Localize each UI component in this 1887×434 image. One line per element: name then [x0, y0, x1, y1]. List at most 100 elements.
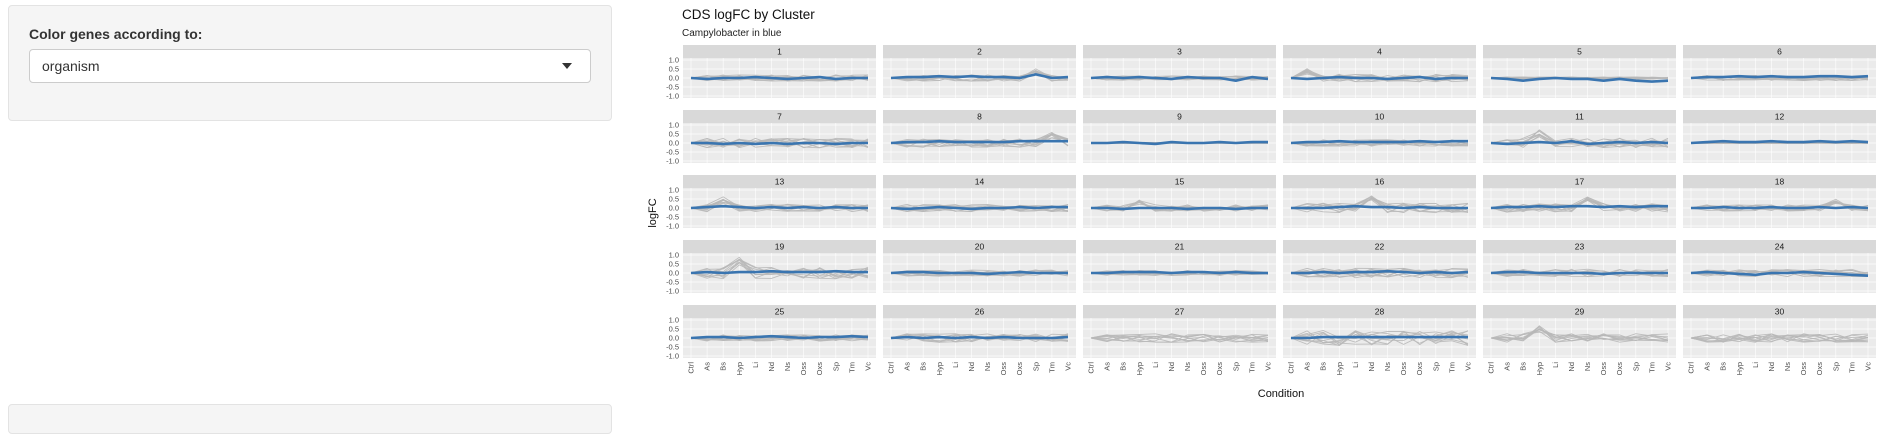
- facet-label: 26: [975, 307, 985, 317]
- x-tick-label: Hyp: [935, 362, 944, 375]
- facet-label: 27: [1175, 307, 1185, 317]
- y-tick-label: -0.5: [666, 83, 679, 92]
- facet-strip: [1083, 175, 1276, 188]
- campylobacter-line: [1091, 206, 1268, 211]
- x-tick-label: Ctrl: [1487, 362, 1496, 374]
- facet-label: 4: [1377, 47, 1382, 57]
- x-axis-label: Condition: [1258, 388, 1304, 400]
- grey-series-line: [890, 72, 1069, 82]
- x-tick-label: Nd: [1567, 362, 1576, 372]
- chart-subtitle: Campylobacter in blue: [682, 28, 782, 39]
- campylobacter-line: [1690, 139, 1869, 145]
- campylobacter-line: [690, 269, 868, 275]
- facet-strip: [883, 45, 1076, 58]
- chevron-down-icon[interactable]: [562, 63, 572, 69]
- x-tick-label: Bs: [1719, 362, 1728, 371]
- x-tick-label: Ns: [783, 362, 792, 371]
- color-genes-label: Color genes according to:: [29, 26, 203, 42]
- campylobacter-line: [1691, 205, 1869, 210]
- facet-label: 5: [1577, 47, 1582, 57]
- grey-series-line: [1290, 197, 1469, 213]
- x-tick-label: Li: [1751, 362, 1760, 368]
- grey-series-line: [1690, 333, 1869, 343]
- facet-strip: [683, 110, 876, 123]
- facet-label: 17: [1575, 177, 1585, 187]
- campylobacter-line: [1690, 74, 1869, 80]
- x-tick-label: Ns: [1783, 362, 1792, 371]
- grey-series-line: [1090, 333, 1269, 343]
- x-tick-label: Vc: [1864, 362, 1873, 371]
- x-tick-label: Sp: [1031, 362, 1040, 371]
- facet-strip: [1283, 240, 1476, 253]
- facet-strip: [1083, 305, 1276, 318]
- y-tick-label: -0.5: [666, 278, 679, 287]
- campylobacter-line: [890, 139, 1068, 145]
- x-tick-label: Oxs: [1415, 362, 1424, 376]
- y-tick-label: -1.0: [666, 222, 679, 231]
- x-tick-label: Tm: [1447, 362, 1456, 373]
- y-tick-label: 1.0: [669, 121, 679, 130]
- facet-label: 3: [1177, 47, 1182, 57]
- grey-series-line: [890, 134, 1069, 148]
- x-tick-label: Bs: [1319, 362, 1328, 371]
- x-tick-label: Tm: [1647, 362, 1656, 373]
- grey-series-line: [1490, 325, 1669, 343]
- y-tick-label: 1.0: [669, 186, 679, 195]
- y-tick-label: 0.0: [669, 269, 679, 278]
- grey-series-line: [1490, 329, 1669, 342]
- x-tick-label: Vc: [1664, 362, 1673, 371]
- x-tick-label: Tm: [1247, 362, 1256, 373]
- campylobacter-line: [890, 270, 1068, 276]
- campylobacter-line: [1490, 204, 1668, 210]
- x-tick-label: As: [703, 362, 712, 371]
- x-tick-label: Hyp: [1735, 362, 1744, 375]
- grey-series-line: [890, 205, 1069, 213]
- y-tick-label: 0.0: [669, 139, 679, 148]
- x-tick-label: Oss: [1599, 362, 1608, 376]
- x-tick-label: Li: [951, 362, 960, 368]
- x-tick-label: Ns: [983, 362, 992, 371]
- x-tick-label: Nd: [1167, 362, 1176, 372]
- facet-label: 15: [1175, 177, 1185, 187]
- campylobacter-line: [690, 334, 869, 340]
- facet-label: 16: [1375, 177, 1385, 187]
- facet-strip: [1483, 110, 1676, 123]
- grey-series-line: [1090, 334, 1269, 343]
- x-tick-label: Oss: [1399, 362, 1408, 376]
- x-tick-label: Ctrl: [1687, 362, 1696, 374]
- facet-chart: CDS logFC by Cluster Campylobacter in bl…: [647, 7, 1876, 400]
- facet-label: 10: [1375, 112, 1385, 122]
- x-tick-label: Hyp: [1135, 362, 1144, 375]
- facet-strip: [1683, 45, 1876, 58]
- grey-series-line: [1290, 334, 1469, 346]
- x-tick-label: Vc: [1264, 362, 1273, 371]
- color-by-select[interactable]: organism: [29, 49, 591, 83]
- campylobacter-line: [1490, 270, 1668, 276]
- x-tick-label: Ctrl: [1287, 362, 1296, 374]
- campylobacter-line: [691, 141, 868, 146]
- grey-series-line: [1290, 330, 1469, 346]
- x-tick-label: Tm: [847, 362, 856, 373]
- facet-strip: [1083, 110, 1276, 123]
- chart-title: CDS logFC by Cluster: [682, 7, 815, 22]
- campylobacter-line: [1490, 76, 1669, 83]
- campylobacter-line: [690, 75, 868, 81]
- x-tick-label: Ctrl: [1087, 362, 1096, 374]
- x-tick-label: Sp: [1231, 362, 1240, 371]
- x-tick-label: Nd: [767, 362, 776, 372]
- facet-strip: [1483, 305, 1676, 318]
- campylobacter-line: [890, 73, 1069, 80]
- facet-label: 30: [1775, 307, 1785, 317]
- facet-label: 2: [977, 47, 982, 57]
- x-tick-label: Li: [1151, 362, 1160, 368]
- grey-series-line: [690, 138, 869, 149]
- facet-strip: [883, 240, 1076, 253]
- x-tick-label: Tm: [1847, 362, 1856, 373]
- x-tick-label: Nd: [967, 362, 976, 372]
- facet-label: 19: [775, 242, 785, 252]
- x-tick-label: Nd: [1767, 362, 1776, 372]
- x-tick-label: Oxs: [1815, 362, 1824, 376]
- facet-label: 12: [1775, 112, 1785, 122]
- facet-strip: [1283, 45, 1476, 58]
- grey-series-line: [1490, 330, 1669, 343]
